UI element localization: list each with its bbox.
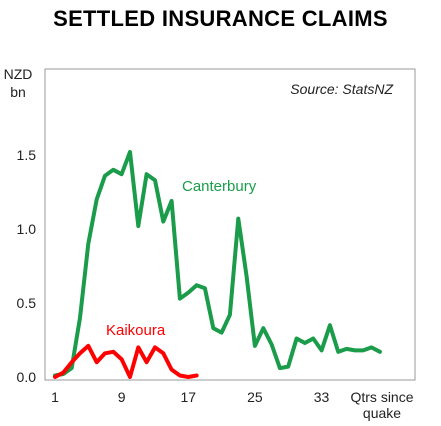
y-tick-label: 0.5: [17, 295, 37, 311]
x-axis-title-line-1: Qtrs since: [350, 389, 413, 405]
source-note: Source: StatsNZ: [290, 81, 393, 97]
series-lines: [53, 150, 382, 379]
y-tick-label: 1.5: [17, 147, 37, 163]
y-tick-label: 0.0: [17, 369, 37, 385]
series-label-canterbury: Canterbury: [182, 178, 257, 195]
x-tick-label: 9: [118, 389, 126, 405]
y-axis-title-line-2: bn: [10, 84, 26, 100]
x-tick-label: 33: [314, 389, 330, 405]
x-axis-title-line-2: quake: [363, 405, 401, 421]
y-ticks: 0.0 0.5 1.0 1.5: [17, 147, 37, 385]
series-label-kaikoura: Kaikoura: [106, 322, 166, 339]
x-ticks: 1 9 17 25 33: [51, 389, 329, 405]
series-line-kaikoura: [53, 343, 199, 379]
y-tick-label: 1.0: [17, 221, 37, 237]
series-line-canterbury: [53, 150, 382, 378]
y-axis-title-line-1: NZD: [4, 66, 33, 82]
x-tick-label: 17: [180, 389, 196, 405]
chart-title: SETTLED INSURANCE CLAIMS: [53, 6, 388, 31]
x-tick-label: 25: [247, 389, 263, 405]
plot-frame: [44, 68, 416, 381]
x-tick-label: 1: [51, 389, 59, 405]
